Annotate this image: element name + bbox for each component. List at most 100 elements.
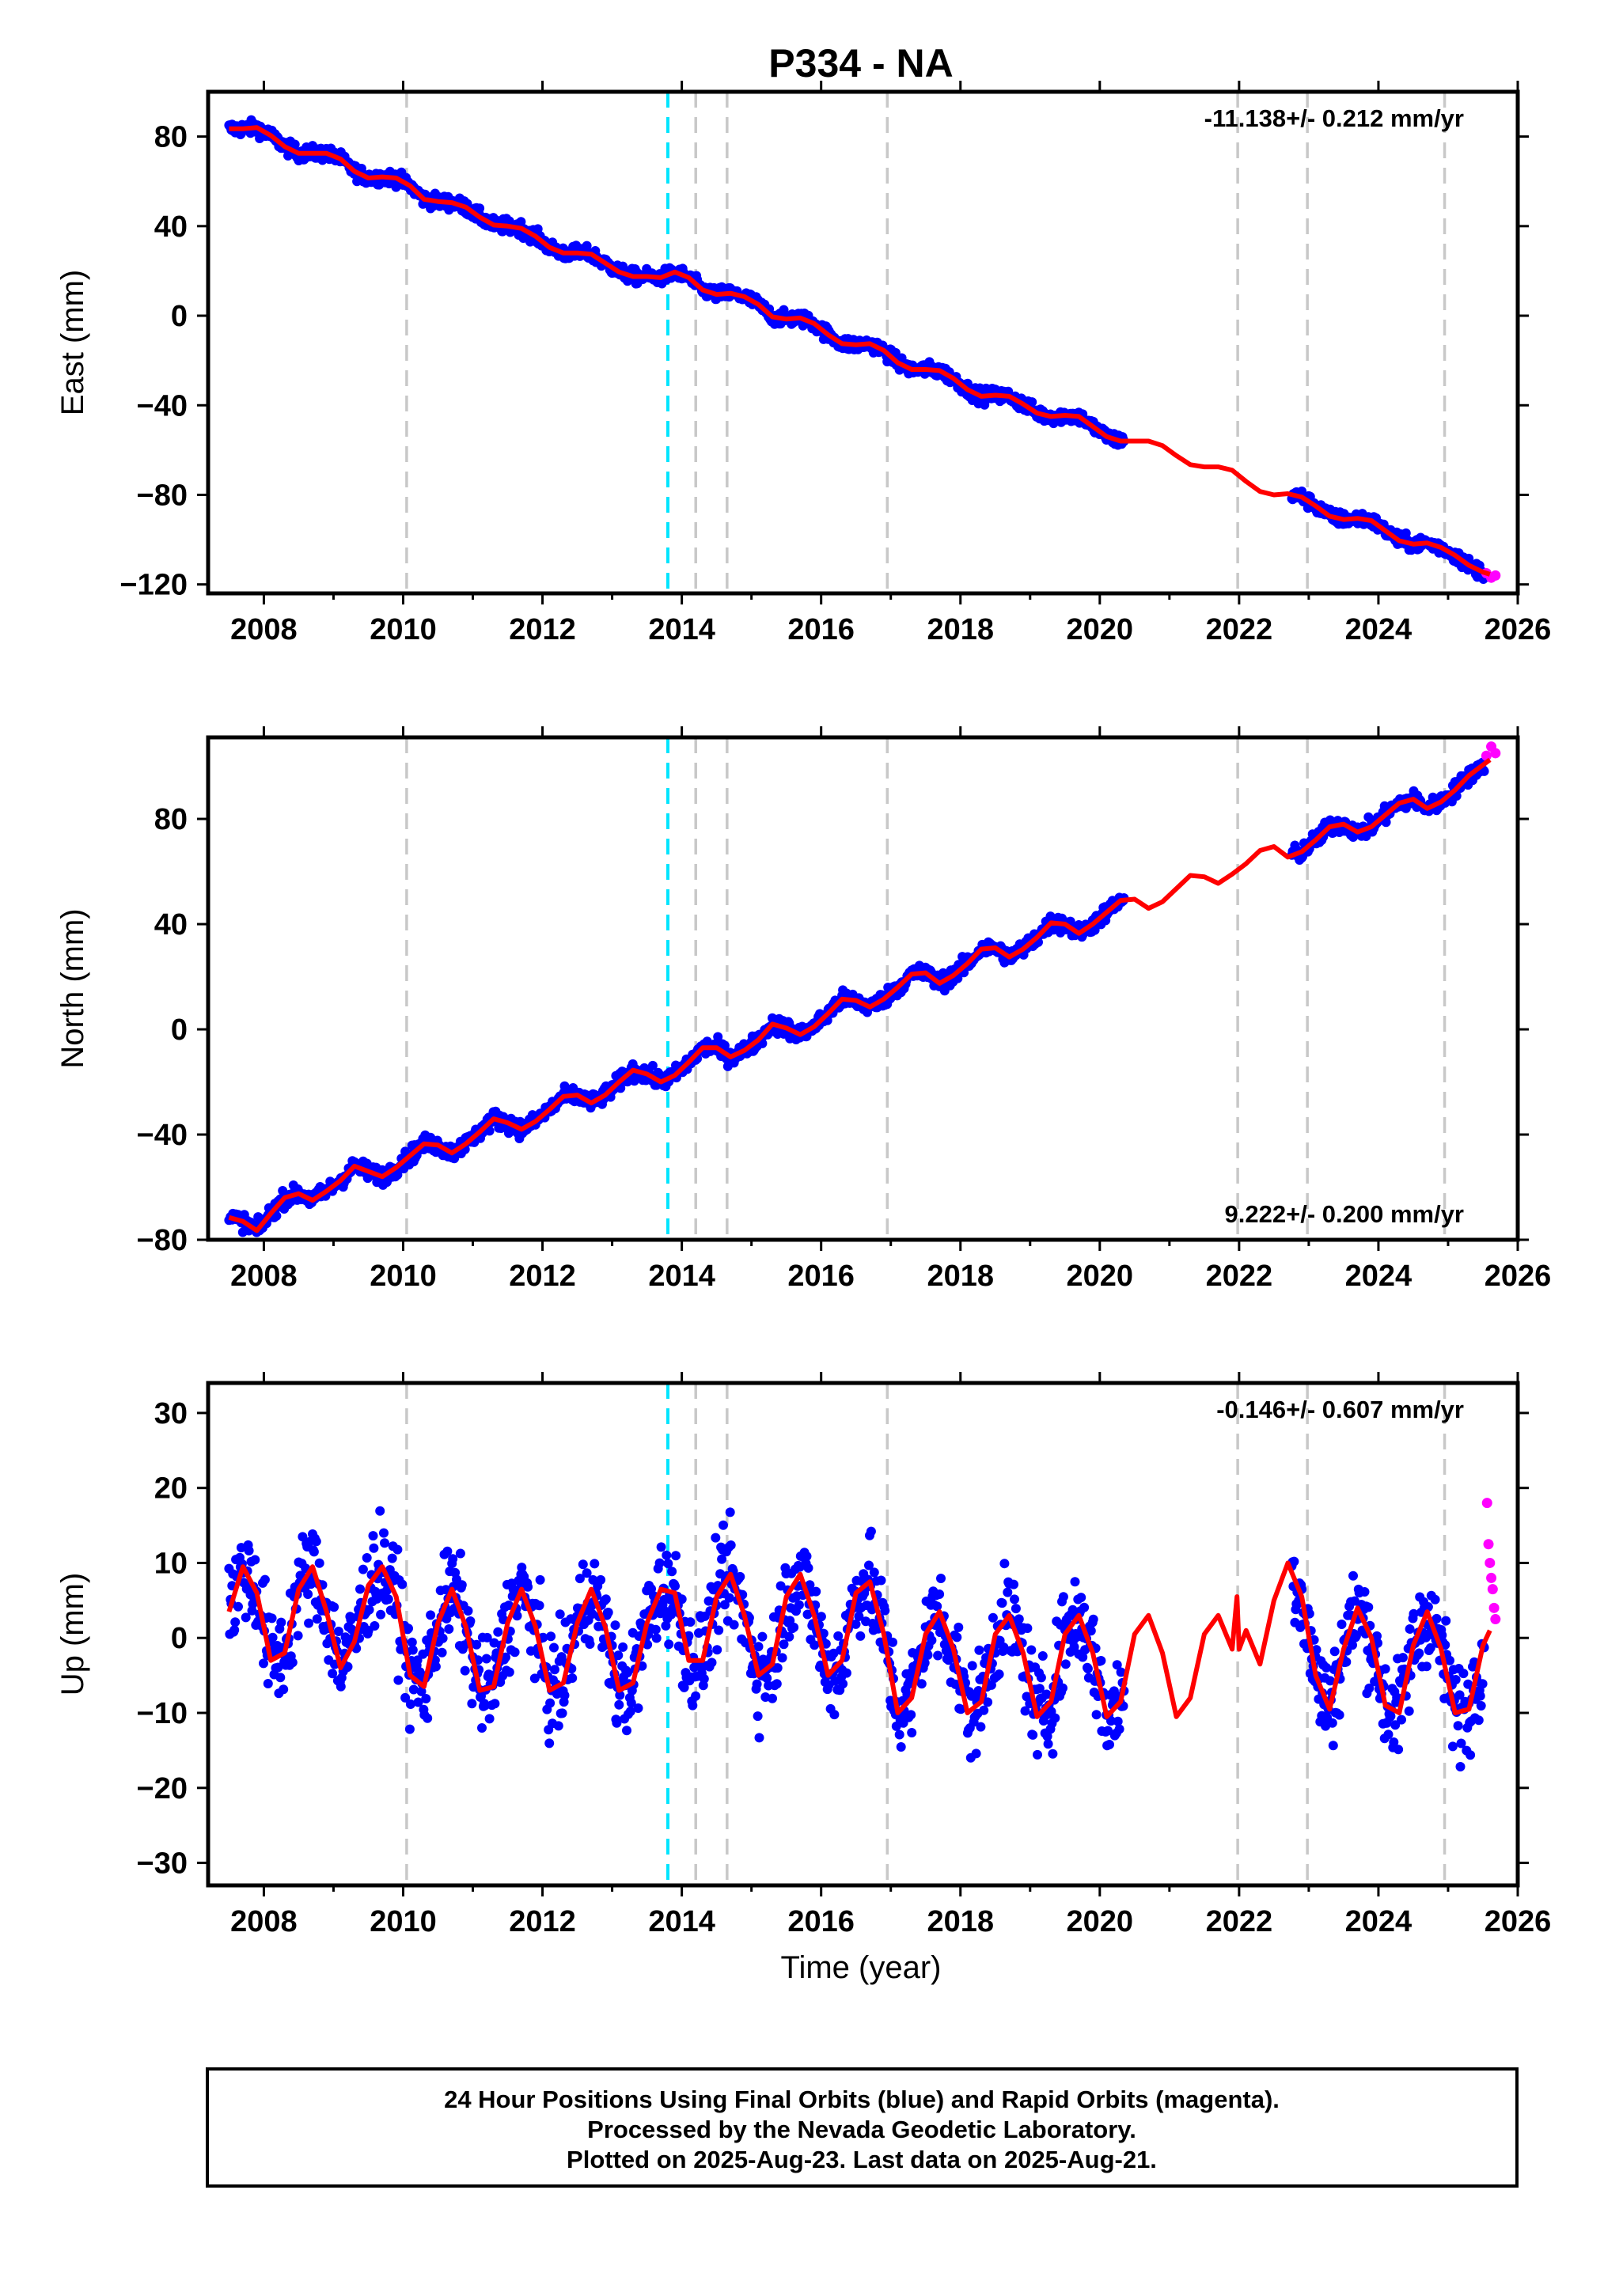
- final-orbit-point: [711, 1533, 721, 1543]
- final-orbit-point: [582, 241, 592, 251]
- final-orbit-point: [618, 1642, 628, 1652]
- final-orbit-point: [1022, 1623, 1033, 1633]
- final-orbit-point: [664, 1639, 674, 1650]
- final-orbit-point: [713, 1032, 723, 1042]
- final-orbit-point: [717, 1554, 727, 1564]
- final-orbit-point: [1042, 1731, 1052, 1741]
- final-orbit-point: [423, 1713, 433, 1723]
- y-tick-label: −10: [137, 1697, 188, 1730]
- final-orbit-point: [1450, 1675, 1461, 1684]
- y-tick-label: −40: [137, 1119, 188, 1152]
- final-orbit-point: [1321, 1662, 1332, 1673]
- final-orbit-point: [1103, 1726, 1113, 1736]
- final-orbit-point: [1447, 1741, 1458, 1752]
- final-orbit-point: [1405, 1624, 1415, 1634]
- final-orbit-point: [582, 1568, 592, 1578]
- final-orbit-point: [408, 1645, 418, 1655]
- final-orbit-point: [896, 1742, 906, 1752]
- x-tick-label: 2026: [1485, 1905, 1552, 1938]
- final-orbit-point: [1043, 1739, 1053, 1749]
- final-orbit-point: [263, 1679, 273, 1688]
- final-orbit-point: [1476, 1701, 1486, 1711]
- final-orbit-point: [1041, 1689, 1052, 1699]
- final-orbit-point: [250, 1555, 260, 1565]
- final-orbit-point: [448, 1554, 458, 1564]
- final-orbit-point: [437, 1647, 447, 1658]
- x-tick-label: 2026: [1485, 613, 1552, 646]
- final-orbit-point: [1114, 1724, 1124, 1734]
- rapid-orbit-point: [1490, 570, 1501, 581]
- final-orbit-point: [400, 1692, 411, 1703]
- x-tick-label: 2012: [509, 1905, 576, 1938]
- final-orbit-point: [1058, 1592, 1068, 1602]
- final-orbit-point: [932, 1601, 942, 1612]
- final-orbit-point: [455, 1548, 465, 1559]
- rapid-orbit-point: [1486, 1572, 1497, 1583]
- final-orbit-point: [935, 1589, 945, 1599]
- final-orbit-point: [851, 1619, 861, 1629]
- final-orbit-point: [408, 1684, 419, 1695]
- final-orbit-point: [667, 1567, 677, 1577]
- final-orbit-point: [368, 1531, 378, 1541]
- final-orbit-point: [988, 1612, 998, 1623]
- final-orbit-point: [1079, 1602, 1090, 1612]
- final-orbit-point: [333, 1627, 343, 1636]
- final-orbit-point: [712, 1645, 722, 1655]
- final-orbit-point: [276, 1617, 286, 1627]
- x-tick-label: 2024: [1345, 1905, 1413, 1938]
- final-orbit-point: [1409, 1608, 1419, 1619]
- final-orbit-point: [1453, 1721, 1463, 1731]
- final-orbit-point: [976, 1722, 986, 1732]
- y-tick-label: −30: [137, 1847, 188, 1881]
- final-orbit-point: [816, 1612, 826, 1622]
- x-tick-label: 2020: [1067, 1905, 1134, 1938]
- final-orbit-point: [535, 1574, 545, 1585]
- final-orbit-point: [623, 1668, 632, 1678]
- final-orbit-point: [460, 1665, 470, 1676]
- final-orbit-point: [438, 1633, 448, 1643]
- final-orbit-point: [633, 1703, 643, 1713]
- final-orbit-point: [510, 1647, 520, 1658]
- final-orbit-point: [956, 1704, 966, 1714]
- final-orbit-point: [1334, 1710, 1344, 1720]
- final-orbit-point: [1445, 1655, 1454, 1665]
- final-orbit-point: [971, 1749, 981, 1759]
- final-orbit-point: [404, 1724, 415, 1734]
- final-orbit-point: [241, 1612, 251, 1623]
- panel-east: 2008 2010 2012 2014 2016 2018 2020 2022 2024 2026…: [55, 81, 1551, 646]
- x-tick-label: 2010: [370, 1905, 437, 1938]
- final-orbit-point: [358, 1564, 368, 1574]
- final-orbit-point: [1003, 1587, 1013, 1597]
- final-orbit-point: [768, 1693, 777, 1703]
- final-orbit-point: [336, 1681, 346, 1692]
- final-orbit-point: [1454, 1690, 1465, 1700]
- final-orbit-point: [1010, 1594, 1019, 1605]
- final-orbit-point: [1113, 1716, 1123, 1726]
- final-orbit-point: [1060, 1659, 1071, 1669]
- final-orbit-point: [275, 1673, 286, 1683]
- final-orbit-point: [1351, 1631, 1361, 1641]
- final-orbit-point: [1466, 1750, 1476, 1760]
- final-orbit-point: [230, 1617, 241, 1627]
- footer-line-2: Processed by the Nevada Geodetic Laborat…: [587, 2116, 1136, 2143]
- final-orbit-point: [1414, 1648, 1424, 1658]
- final-orbit-point: [1026, 1645, 1037, 1655]
- x-axis-label: Time (year): [781, 1950, 942, 1985]
- final-orbit-point: [601, 1594, 611, 1605]
- final-orbit-point: [753, 1642, 764, 1652]
- final-orbit-point: [661, 1620, 671, 1631]
- final-orbit-point: [1456, 1738, 1466, 1749]
- y-axis-label: East (mm): [55, 270, 90, 415]
- final-orbit-point: [1359, 1587, 1370, 1597]
- x-tick-label: 2024: [1345, 1260, 1413, 1293]
- final-orbit-point: [789, 1622, 799, 1632]
- final-orbit-point: [544, 1738, 555, 1749]
- final-orbit-point: [1033, 1749, 1042, 1760]
- final-orbit-point: [484, 1126, 495, 1136]
- final-orbit-point: [529, 1673, 540, 1684]
- x-tick-label: 2008: [230, 613, 298, 646]
- final-orbit-point: [306, 1579, 316, 1589]
- final-orbit-point: [380, 1538, 389, 1548]
- x-tick-label: 2018: [927, 613, 994, 646]
- y-tick-label: 80: [154, 803, 188, 836]
